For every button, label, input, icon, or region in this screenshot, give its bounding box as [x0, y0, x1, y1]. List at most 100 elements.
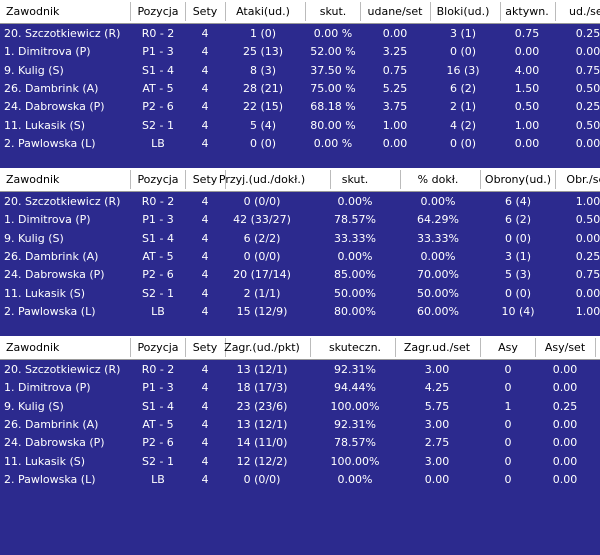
stat-cell: 0 (0) [449, 45, 477, 59]
stat-cell: 1 [504, 399, 512, 413]
column-header: Asy [498, 341, 518, 354]
stat-cell: 4 [201, 399, 209, 413]
stat-cell: 1.00 [382, 118, 408, 132]
stat-cell: 6 (2/2) [243, 231, 281, 245]
stat-cell: P1 - 3 [142, 45, 174, 59]
stat-cell: 0.00 % [313, 136, 353, 150]
player-name: 9. Kulig (S) [4, 231, 64, 245]
stat-cell: 4 [201, 417, 209, 431]
column-separator [225, 2, 226, 21]
stat-cell: S1 - 4 [142, 63, 174, 77]
stat-cell: 80.00 % [310, 118, 356, 132]
stat-cell: 70.00% [417, 268, 459, 282]
stat-cell: P2 - 6 [142, 268, 174, 282]
player-name: 2. Pawlowska (L) [4, 472, 96, 486]
stat-cell: 0.50 [575, 118, 600, 132]
stat-cell: 8 (3) [249, 63, 277, 77]
stat-cell: 100.00% [330, 399, 380, 413]
stat-cell: 4 [201, 136, 209, 150]
stat-cell: 1.00 [514, 118, 540, 132]
stat-cell: 0.25 [575, 27, 600, 40]
stat-cell: 52.00 % [310, 45, 356, 59]
stat-cell: 0.50 [575, 81, 600, 95]
stat-cell: 4 [201, 304, 209, 318]
column-header: Sety [192, 5, 218, 18]
stat-cell: 78.57% [334, 436, 376, 450]
stat-cell: 68.18 % [310, 100, 356, 114]
stat-cell: 22 (15) [242, 100, 284, 114]
stat-cell: 0.00% [337, 472, 373, 486]
stat-cell: 0.00 % [313, 27, 353, 40]
stat-cell: 0.50 [514, 100, 540, 114]
stat-cell: 6 (2) [504, 213, 532, 227]
column-header: Przyj.(ud./dokł.) [218, 173, 306, 186]
stat-cell: 4 [201, 286, 209, 300]
stat-cell: 0 [504, 454, 512, 468]
stat-cell: 4 [201, 81, 209, 95]
column-separator [305, 2, 306, 21]
column-header: Obrony(ud.) [484, 173, 552, 186]
column-header: % dokł. [417, 173, 459, 186]
stat-cell: 4 [201, 118, 209, 132]
stat-cell: 94.44% [334, 381, 376, 395]
stat-cell: 4 [201, 381, 209, 395]
stat-cell: P1 - 3 [142, 213, 174, 227]
player-name: 24. Dabrowska (P) [4, 268, 105, 282]
stat-cell: 4 [201, 268, 209, 282]
stat-cell: 6 (2) [449, 81, 477, 95]
stat-cell: 80.00% [334, 304, 376, 318]
stat-cell: 4 [201, 195, 209, 208]
stat-cell: 3.75 [382, 100, 408, 114]
player-name: 20. Szczotkiewicz (R) [4, 363, 121, 376]
column-separator [130, 170, 131, 189]
column-header: Sety [192, 341, 218, 354]
stat-cell: 4 [201, 63, 209, 77]
stat-cell: 28 (21) [242, 81, 284, 95]
stat-cell: 18 (17/3) [236, 381, 288, 395]
column-header: Obr./set [566, 173, 600, 186]
column-header: Zawodnik [6, 173, 60, 186]
stat-cell: AT - 5 [142, 249, 174, 263]
stat-cell: 0 (0) [249, 136, 277, 150]
stat-cell: 5 (4) [249, 118, 277, 132]
player-name: 26. Dambrink (A) [4, 81, 99, 95]
column-separator [360, 2, 361, 21]
column-separator [225, 170, 226, 189]
stat-cell: 4 [201, 213, 209, 227]
stat-cell: 4 (2) [449, 118, 477, 132]
column-separator [480, 170, 481, 189]
stat-cell: 13 (12/1) [236, 417, 288, 431]
column-separator [555, 2, 556, 21]
stat-cell: 0.00 [382, 27, 408, 40]
stat-cell: 15 (12/9) [236, 304, 288, 318]
stat-cell: 64.29% [417, 213, 459, 227]
stat-cell: 0.00 [514, 45, 540, 59]
column-separator [130, 338, 131, 357]
player-name: 9. Kulig (S) [4, 63, 64, 77]
stat-cell: 0.00 [575, 136, 600, 150]
stat-cell: 4 [201, 27, 209, 40]
stat-cell: LB [151, 136, 165, 150]
stat-cell: 0 (0) [504, 286, 532, 300]
stat-cell: 0.00 [552, 417, 578, 431]
column-separator [395, 338, 396, 357]
player-name: 26. Dambrink (A) [4, 249, 99, 263]
stat-cell: 4.00 [514, 63, 540, 77]
column-header: Zagr.(ud./pkt) [224, 341, 300, 354]
stat-cell: 4 [201, 249, 209, 263]
column-separator [330, 170, 331, 189]
stat-cell: 0.00% [337, 249, 373, 263]
stat-cell: 3.00 [424, 454, 450, 468]
stat-cell: 5 (3) [504, 268, 532, 282]
stat-cell: 1.50 [514, 81, 540, 95]
stat-cell: 0.00 [575, 231, 600, 245]
stat-cell: 100.00% [330, 454, 380, 468]
stat-cell: S2 - 1 [142, 454, 174, 468]
stat-cell: 0 (0/0) [243, 472, 281, 486]
stat-cell: S2 - 1 [142, 286, 174, 300]
stat-cell: 0.00 [552, 363, 578, 376]
stat-cell: 10 (4) [501, 304, 535, 318]
player-name: 1. Dimitrova (P) [4, 45, 91, 59]
column-separator [400, 170, 401, 189]
column-header: skut. [319, 5, 347, 18]
